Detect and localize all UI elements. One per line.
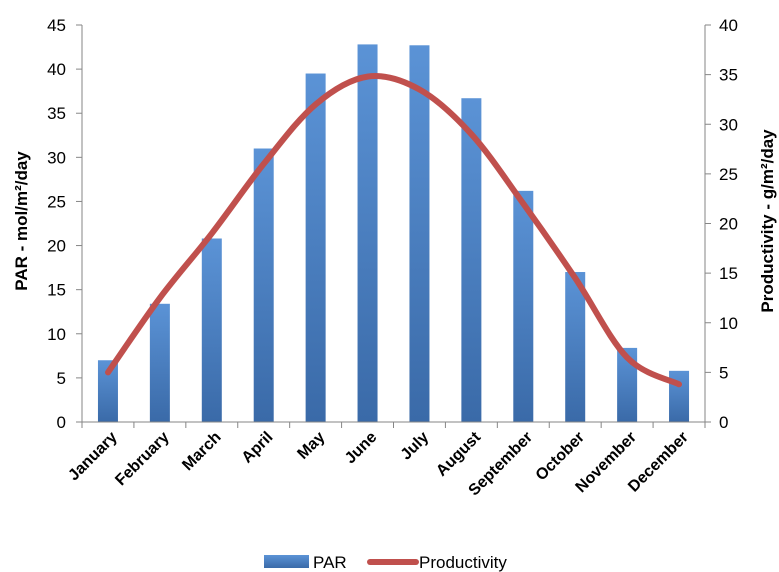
y-right-tick-label: 30 — [719, 115, 738, 134]
legend-label-par: PAR — [313, 553, 347, 572]
x-tick-label-march: March — [179, 429, 224, 474]
axes: 0510152025303540450510152025303540Januar… — [47, 16, 738, 499]
x-tick-label-april: April — [239, 429, 277, 467]
bar-july — [409, 45, 430, 423]
y-right-tick-label: 0 — [719, 413, 728, 432]
bar-june — [357, 44, 378, 423]
legend-label-productivity: Productivity — [419, 553, 507, 572]
productivity-line-layer — [105, 73, 682, 388]
y-left-tick-label: 35 — [47, 104, 66, 123]
y-right-tick-label: 20 — [719, 215, 738, 234]
y-right-tick-label: 35 — [719, 66, 738, 85]
y-left-tick-label: 15 — [47, 281, 66, 300]
x-tick-label-august: August — [433, 428, 484, 479]
productivity-line — [105, 73, 682, 388]
bar-april — [253, 148, 274, 422]
y-left-tick-label: 40 — [47, 60, 66, 79]
y-left-tick-label: 20 — [47, 237, 66, 256]
bar-october — [565, 272, 586, 422]
x-tick-label-february: February — [112, 429, 173, 490]
y-right-tick-label: 15 — [719, 264, 738, 283]
bar-november — [617, 347, 638, 422]
y-left-tick-label: 45 — [47, 16, 66, 35]
y-left-tick-label: 30 — [47, 148, 66, 167]
legend-swatch-par — [264, 555, 309, 568]
bar-august — [461, 98, 482, 423]
y-right-tick-label: 5 — [719, 363, 728, 382]
y-left-tick-label: 25 — [47, 192, 66, 211]
bar-september — [513, 190, 534, 422]
y-axis-title-left: PAR - mol/m²/day — [12, 151, 31, 291]
bar-may — [305, 73, 326, 423]
bar-march — [201, 238, 222, 422]
y-left-tick-label: 5 — [57, 369, 66, 388]
x-tick-label-may: May — [294, 429, 328, 463]
x-tick-label-june: June — [342, 429, 380, 467]
par-bars — [97, 44, 690, 423]
y-left-tick-label: 10 — [47, 325, 66, 344]
y-right-tick-label: 40 — [719, 16, 738, 35]
y-axis-title-right: Productivity - g/m²/day — [758, 129, 777, 313]
y-right-tick-label: 10 — [719, 314, 738, 333]
y-left-tick-label: 0 — [57, 413, 66, 432]
x-tick-label-july: July — [398, 429, 433, 464]
bar-january — [97, 360, 118, 422]
bar-february — [149, 303, 170, 422]
y-right-tick-label: 25 — [719, 165, 738, 184]
legend: PAR Productivity — [264, 553, 507, 572]
